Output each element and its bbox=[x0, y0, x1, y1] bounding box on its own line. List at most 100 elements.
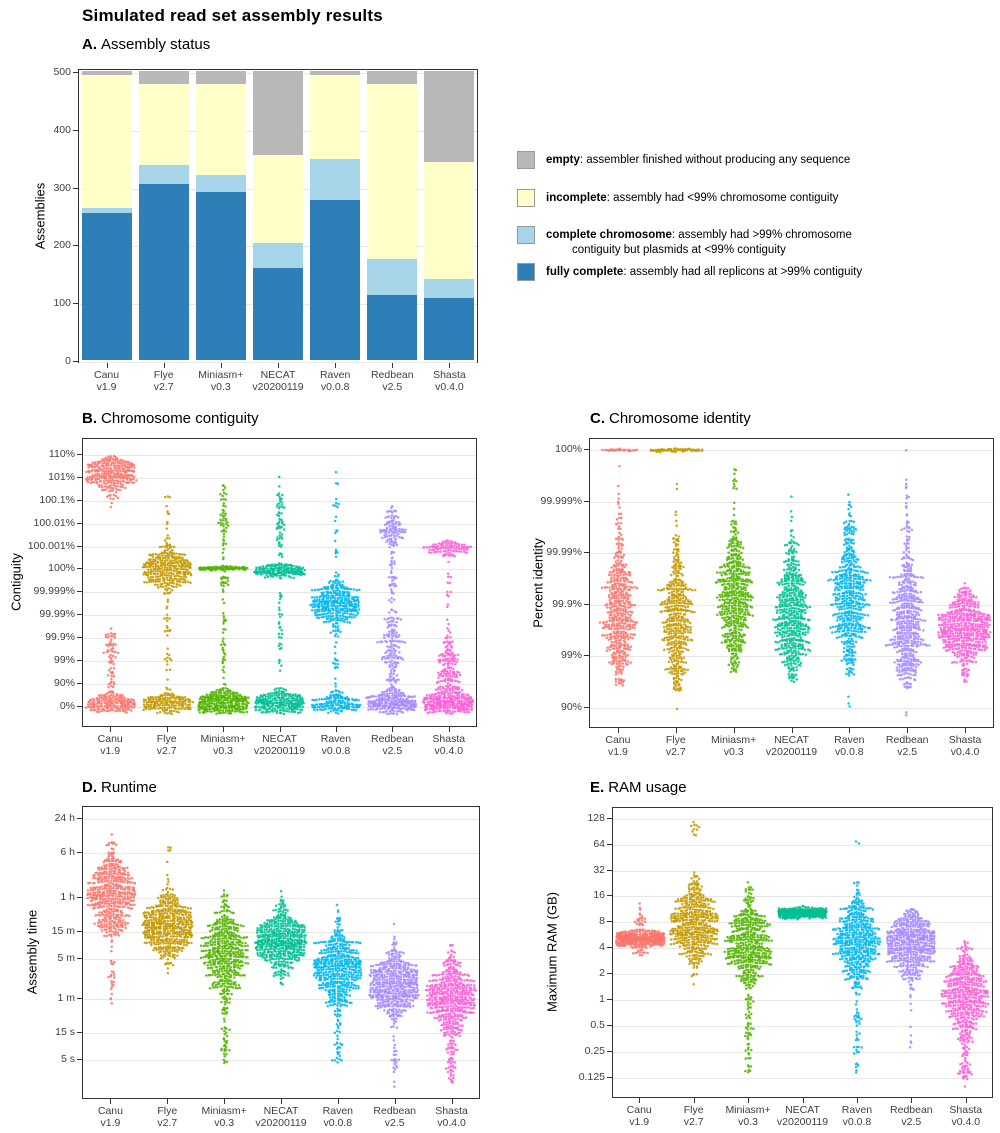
bar-segment-empty bbox=[309, 71, 360, 76]
assembler-version: v2.5 bbox=[382, 380, 403, 393]
assembler-name: Miniasm+ bbox=[201, 1105, 247, 1117]
y-tick-label: 101% bbox=[48, 470, 75, 483]
y-tick-mark bbox=[607, 1077, 612, 1078]
assembler-name: Redbean bbox=[371, 733, 414, 745]
bar-shasta bbox=[423, 70, 474, 360]
x-tick-mark bbox=[676, 728, 677, 733]
figure-title: Simulated read set assembly results bbox=[82, 6, 383, 25]
y-tick-mark bbox=[77, 546, 82, 547]
legend-swatch-fully-complete bbox=[517, 263, 535, 281]
y-tick-label: 400 bbox=[53, 123, 71, 136]
x-category-label: Canu v1.9 bbox=[593, 1104, 685, 1128]
assembler-name: Raven bbox=[834, 734, 865, 746]
y-tick-label: 0% bbox=[59, 699, 75, 712]
y-tick-label: 300 bbox=[53, 181, 71, 194]
bar-segment-fully-complete bbox=[366, 294, 417, 360]
assembler-version: v0.4.0 bbox=[951, 1115, 981, 1128]
y-tick-label: 200 bbox=[53, 239, 71, 252]
y-tick-mark bbox=[77, 897, 82, 898]
assembler-version: v0.4.0 bbox=[950, 745, 980, 758]
y-tick-mark bbox=[607, 999, 612, 1000]
panel-c-plot bbox=[589, 438, 994, 728]
assembler-version: v0.3 bbox=[723, 745, 744, 758]
y-tick-label: 99% bbox=[53, 653, 75, 666]
assembler-version: v20200119 bbox=[255, 1116, 307, 1129]
x-tick-mark bbox=[392, 727, 393, 732]
assembler-version: v2.5 bbox=[382, 744, 403, 757]
x-category-label: Shasta v0.4.0 bbox=[406, 1105, 498, 1129]
y-tick-mark bbox=[77, 931, 82, 932]
y-tick-label: 100% bbox=[48, 562, 75, 575]
y-tick-label: 15 m bbox=[51, 924, 75, 937]
bar-raven bbox=[309, 70, 360, 360]
x-tick-mark bbox=[907, 728, 908, 733]
x-tick-mark bbox=[338, 1099, 339, 1104]
bar-segment-complete-chromosome bbox=[82, 208, 133, 213]
assembler-version: v0.0.8 bbox=[321, 744, 351, 757]
y-tick-mark bbox=[77, 500, 82, 501]
x-category-label: NECAT v20200119 bbox=[746, 734, 838, 758]
y-tick-label: 100 bbox=[53, 297, 71, 310]
x-tick-mark bbox=[336, 727, 337, 732]
bar-segment-fully-complete bbox=[196, 191, 247, 360]
y-tick-label: 1 bbox=[599, 993, 605, 1006]
y-tick-mark bbox=[584, 449, 589, 450]
assembler-version: v1.9 bbox=[607, 745, 628, 758]
x-tick-mark bbox=[849, 728, 850, 733]
legend-term-complete-chromosome: complete chromosome bbox=[546, 229, 672, 241]
assembler-name: Canu bbox=[97, 1105, 123, 1117]
y-tick-label: 100.001% bbox=[27, 539, 75, 552]
x-tick-mark bbox=[748, 1098, 749, 1103]
x-tick-mark bbox=[803, 1098, 804, 1103]
y-tick-mark bbox=[77, 706, 82, 707]
bar-segment-complete-chromosome bbox=[196, 175, 247, 192]
assembler-name: Flye bbox=[665, 734, 686, 746]
legend-desc-fully-complete: : assembly had all replicons at >99% con… bbox=[623, 266, 863, 278]
assembler-name: Miniasm+ bbox=[198, 369, 244, 381]
bar-segment-incomplete bbox=[196, 83, 247, 176]
assembler-version: v20200119 bbox=[765, 745, 818, 758]
bar-segment-incomplete bbox=[423, 161, 474, 280]
x-tick-mark bbox=[392, 363, 393, 368]
x-tick-mark bbox=[449, 727, 450, 732]
x-tick-mark bbox=[278, 363, 279, 368]
panel-d-title-text: Runtime bbox=[101, 779, 157, 796]
bar-segment-empty bbox=[82, 71, 133, 76]
assembler-version: v1.9 bbox=[629, 1115, 650, 1128]
x-category-label: Raven v0.0.8 bbox=[803, 734, 895, 758]
y-tick-mark bbox=[73, 303, 78, 304]
assembler-name: Miniasm+ bbox=[200, 733, 246, 745]
y-tick-mark bbox=[607, 844, 612, 845]
y-tick-mark bbox=[77, 818, 82, 819]
assembler-version: v0.0.8 bbox=[835, 745, 864, 758]
y-tick-label: 2 bbox=[599, 967, 605, 980]
assembler-name: Canu bbox=[97, 733, 123, 745]
x-category-label: Redbean v2.5 bbox=[346, 733, 438, 757]
legend-term-empty: empty bbox=[546, 154, 580, 166]
assembler-name: Shasta bbox=[433, 369, 466, 381]
x-category-label: Shasta v0.4.0 bbox=[403, 733, 495, 757]
beeswarm-canvas-c bbox=[590, 439, 993, 727]
x-tick-mark bbox=[107, 363, 108, 368]
bar-flye bbox=[139, 70, 190, 360]
assembler-version: v2.7 bbox=[153, 380, 174, 393]
x-category-label: NECAT v20200119 bbox=[235, 1105, 327, 1129]
y-tick-label: 5 m bbox=[57, 952, 75, 965]
assembler-name: Shasta bbox=[435, 1105, 468, 1117]
assembler-name: Flye bbox=[157, 1105, 178, 1117]
bar-canu bbox=[82, 70, 133, 360]
y-grid-line bbox=[79, 362, 477, 363]
bar-segment-empty bbox=[253, 71, 303, 155]
x-category-label: Shasta v0.4.0 bbox=[403, 369, 495, 393]
x-tick-mark bbox=[449, 363, 450, 368]
y-tick-mark bbox=[77, 852, 82, 853]
assembler-name: Shasta bbox=[949, 1104, 983, 1116]
assembler-name: Raven bbox=[841, 1104, 873, 1116]
x-category-label: Redbean v2.5 bbox=[346, 369, 438, 393]
y-tick-mark bbox=[77, 660, 82, 661]
assembler-version: v0.3 bbox=[213, 744, 233, 757]
y-tick-mark bbox=[607, 947, 612, 948]
assembler-version: v0.4.0 bbox=[435, 380, 464, 393]
legend-text-empty: empty: assembler finished without produc… bbox=[546, 151, 850, 169]
x-category-label: Raven v0.0.8 bbox=[290, 733, 382, 757]
